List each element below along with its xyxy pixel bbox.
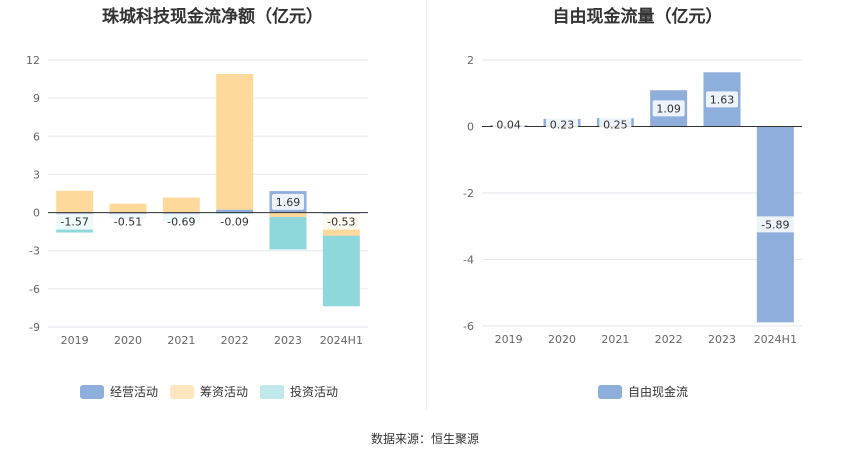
chart-1-bar-投资活动 [322, 235, 360, 307]
chart-2-ytick-label: -6 [463, 320, 474, 333]
chart-1-ytick-label: 0 [33, 207, 40, 220]
chart-1-xtick-label: 2019 [61, 334, 89, 347]
chart-2-xtick-label: 2021 [601, 333, 629, 346]
chart-2-data-label-bg [546, 116, 578, 133]
chart-2-title: 自由现金流量（亿元） [552, 7, 723, 27]
chart-1-bar-经营活动 [322, 212, 360, 215]
chart-1-ytick-label: -9 [29, 321, 40, 334]
chart-1-bar-筹资活动 [269, 212, 307, 218]
chart-1-data-label-bg [108, 213, 148, 230]
chart-1-data-label: -0.53 [327, 216, 355, 229]
legend-label-fcf: 自由现金流 [628, 385, 689, 399]
chart-2-data-label: 1.09 [656, 102, 681, 115]
chart-1-legend: 经营活动 筹资活动 投资活动 [80, 383, 350, 400]
chart-2-xtick-label: 2019 [495, 333, 523, 346]
legend-swatch-financing [170, 384, 195, 399]
chart-2-data-label: 0.23 [550, 119, 575, 132]
chart-2-legend: 自由现金流 [598, 383, 700, 400]
chart-1-xtick-label: 2020 [114, 334, 142, 347]
chart-2-data-label-bg [652, 100, 685, 117]
chart-2-xtick-label: 2023 [708, 333, 736, 346]
chart-2-data-label-bg [706, 91, 738, 108]
chart-1-bar-筹资活动 [109, 203, 147, 213]
legend-swatch-fcf [598, 384, 622, 399]
legend-item-investing[interactable]: 投资活动 [260, 383, 338, 400]
source-note: 数据来源：恒生聚源 [370, 432, 479, 446]
chart-1-xtick-label: 2024H1 [320, 334, 363, 347]
chart-1-data-label: -1.57 [60, 216, 88, 229]
chart-2-data-label: 0.25 [603, 119, 628, 132]
chart-1-ytick-label: 3 [33, 168, 40, 181]
chart-1-ytick-label: 12 [26, 54, 40, 67]
legend-item-fcf[interactable]: 自由现金流 [598, 383, 688, 400]
chart-1-xtick-label: 2023 [274, 334, 302, 347]
legend-label-operating: 经营活动 [110, 385, 159, 399]
legend-label-investing: 投资活动 [290, 385, 339, 399]
chart-2-xtick-label: 2020 [548, 333, 576, 346]
chart-1-data-label-bg [55, 213, 95, 230]
legend-swatch-operating [80, 384, 104, 399]
chart-1-xtick-label: 2022 [221, 334, 249, 347]
chart-1-data-label: 1.69 [276, 196, 301, 209]
chart-1-bar-经营活动 [216, 209, 254, 213]
chart-1-data-label-bg [272, 193, 304, 210]
chart-1-ytick-label: 9 [33, 92, 40, 105]
chart-1-ytick-label: -6 [29, 283, 40, 296]
chart-2-xtick-label: 2022 [655, 333, 683, 346]
chart-1-data-label: -0.69 [167, 216, 195, 229]
chart-2-data-label-bg [492, 116, 525, 133]
legend-swatch-investing [260, 384, 285, 399]
chart-2-data-label: 1.63 [710, 93, 735, 106]
chart-1-data-label-bg [161, 213, 201, 230]
chart-2-data-label: -5.89 [761, 218, 789, 231]
chart-1-bar-筹资活动 [56, 190, 94, 213]
chart-2-data-label-bg [599, 116, 632, 133]
chart-2-ytick-label: -4 [463, 254, 474, 267]
chart-2-ytick-label: 0 [467, 121, 474, 134]
chart-1-data-label-bg [321, 213, 361, 230]
chart-1-ytick-label: 6 [33, 130, 40, 143]
legend-item-financing[interactable]: 筹资活动 [170, 383, 248, 400]
chart-2-ytick-label: -2 [463, 187, 474, 200]
chart-1-xtick-label: 2021 [167, 334, 195, 347]
chart-1-data-label: -0.51 [114, 216, 142, 229]
chart-1-bar-筹资活动 [162, 197, 200, 213]
chart-1-bar-投资活动 [216, 212, 254, 214]
chart-2-xtick-label: 2024H1 [754, 333, 797, 346]
chart-2-data-label-bg [755, 216, 795, 233]
chart-1-title: 珠城科技现金流净额（亿元） [102, 7, 323, 27]
chart-1-bar-筹资活动 [216, 73, 254, 210]
chart-1-data-label: -0.09 [220, 216, 248, 229]
chart-2-ytick-label: 2 [467, 54, 474, 67]
chart-1-ytick-label: -3 [29, 245, 40, 258]
legend-label-financing: 筹资活动 [200, 385, 249, 399]
chart-2-data-label: 0.04 [496, 119, 521, 132]
chart-1-data-label-bg [215, 213, 255, 230]
chart-divider [426, 0, 427, 410]
legend-item-operating[interactable]: 经营活动 [80, 383, 158, 400]
chart-1-bar-投资活动 [269, 217, 307, 250]
